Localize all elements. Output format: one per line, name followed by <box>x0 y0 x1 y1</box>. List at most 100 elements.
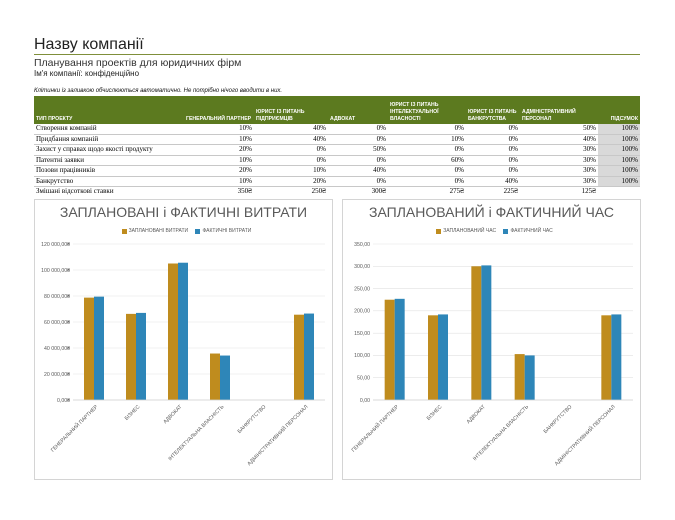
y-tick-label: 80 000,00₴ <box>44 294 70 300</box>
legend-label-actual-cost: ФАКТИЧНІ ВИТРАТИ <box>202 228 252 234</box>
table-row: Позови працівників 20% 10% 40% 0% 0% 30% 100% <box>34 165 640 177</box>
bar-planned <box>514 354 525 400</box>
table-row: Захист у справах щодо якості продукту 20%… <box>34 144 640 156</box>
legend-label-planned-cost: ЗАПЛАНОВАНІ ВИТРАТИ <box>128 228 189 234</box>
percent-cell[interactable]: 50% <box>328 144 388 156</box>
percent-cell[interactable]: 30% <box>520 144 598 156</box>
percent-cell[interactable]: 0% <box>466 124 520 135</box>
project-type-cell[interactable]: Придбання компаній <box>34 134 184 145</box>
percent-cell[interactable]: 60% <box>388 155 466 166</box>
total-cell: 100% <box>598 134 640 145</box>
legend-swatch-planned <box>436 228 442 234</box>
bar-planned <box>471 266 482 400</box>
percent-cell[interactable]: 0% <box>388 176 466 187</box>
x-tick-label: БАНКРУТСТВО <box>237 404 268 435</box>
table-row: Банкрутство 10% 20% 0% 0% 40% 30% 100% <box>34 176 640 187</box>
percent-cell[interactable]: 0% <box>254 155 328 166</box>
bar-planned <box>168 263 178 400</box>
bar-actual <box>178 262 188 400</box>
percent-cell[interactable]: 40% <box>328 165 388 177</box>
percent-cell[interactable]: 0% <box>254 144 328 156</box>
rate-cell[interactable]: 350₴ <box>237 187 252 195</box>
title-rule <box>34 54 640 55</box>
total-cell: 100% <box>598 124 640 135</box>
bar-actual <box>220 355 230 400</box>
rate-cell[interactable]: 300₴ <box>371 187 386 195</box>
col-header-business-lawyer: ЮРИСТ ІЗ ПИТАНЬ ПІДПРИЄМЦІВ <box>254 96 328 124</box>
percent-cell[interactable]: 10% <box>184 155 254 166</box>
cost-chart-plot: 0,00₴ 20 000,00₴ 40 000,00₴ 60 000,00₴ 80 00… <box>41 242 325 467</box>
autocalc-note: Клітинки із заливкою обчислюються автома… <box>34 88 283 94</box>
percent-cell[interactable]: 40% <box>520 134 598 145</box>
x-tick-label: БАНКРУТСТВО <box>543 404 574 435</box>
col-header-total: ПІДСУМОК <box>598 96 640 124</box>
percent-cell[interactable]: 10% <box>388 134 466 145</box>
percent-cell[interactable]: 30% <box>520 155 598 166</box>
percent-cell[interactable]: 40% <box>466 176 520 187</box>
rate-cell[interactable]: 125₴ <box>581 187 596 195</box>
rate-cell[interactable]: 225₴ <box>503 187 518 195</box>
legend-label-actual-time: ФАКТИЧНИЙ ЧАС <box>510 228 553 234</box>
company-label: Ім'я компанії: конфіденційно <box>34 69 140 78</box>
project-allocation-table: ТИП ПРОЕКТУ ГЕНЕРАЛЬНИЙ ПАРТНЕР ЮРИСТ ІЗ… <box>34 96 640 197</box>
percent-cell[interactable]: 0% <box>466 155 520 166</box>
blended-rates-row: Змішані відсоткові ставки 350₴ 250₴ 300₴ 275… <box>34 187 640 197</box>
percent-cell[interactable]: 40% <box>254 134 328 145</box>
y-tick-label: 0,00 <box>360 398 370 404</box>
bar-planned <box>601 315 612 400</box>
cost-chart-title: ЗАПЛАНОВАНІ і ФАКТИЧНІ ВИТРАТИ <box>59 204 308 220</box>
total-cell: 100% <box>598 176 640 187</box>
bar-actual <box>481 265 492 400</box>
y-tick-label: 150,00 <box>354 331 370 337</box>
bar-planned <box>428 315 438 400</box>
project-type-cell[interactable]: Створення компаній <box>34 124 184 135</box>
project-type-cell[interactable]: Банкрутство <box>34 176 184 187</box>
y-tick-label: 50,00 <box>357 376 370 382</box>
bar-planned <box>210 353 220 400</box>
percent-cell[interactable]: 20% <box>254 176 328 187</box>
percent-cell[interactable]: 0% <box>466 134 520 145</box>
x-tick-label: ГЕНЕРАЛЬНИЙ ПАРТНЕР <box>49 402 100 453</box>
percent-cell[interactable]: 0% <box>328 176 388 187</box>
bar-planned <box>126 313 136 400</box>
rate-cell[interactable]: 250₴ <box>311 187 326 195</box>
percent-cell[interactable]: 10% <box>184 176 254 187</box>
rate-cell[interactable]: 275₴ <box>449 187 464 195</box>
percent-cell[interactable]: 0% <box>328 124 388 135</box>
percent-cell[interactable]: 0% <box>388 124 466 135</box>
x-tick-label: ГЕНЕРАЛЬНИЙ ПАРТНЕР <box>349 402 400 453</box>
percent-cell[interactable]: 30% <box>520 165 598 177</box>
percent-cell[interactable]: 40% <box>254 124 328 135</box>
percent-cell[interactable]: 0% <box>388 144 466 156</box>
y-tick-label: 0,00₴ <box>57 398 70 404</box>
project-type-cell[interactable]: Патентні заявки <box>34 155 184 166</box>
percent-cell[interactable]: 30% <box>520 176 598 187</box>
percent-cell[interactable]: 20% <box>184 144 254 156</box>
y-tick-label: 100 000,00₴ <box>41 268 70 274</box>
percent-cell[interactable]: 50% <box>520 124 598 135</box>
x-tick-label: АДВОКАТ <box>466 404 488 426</box>
time-chart-title: ЗАПЛАНОВАНИЙ і ФАКТИЧНИЙ ЧАС <box>369 204 614 220</box>
y-tick-label: 300,00 <box>354 264 370 270</box>
percent-cell[interactable]: 10% <box>184 124 254 135</box>
total-cell: 100% <box>598 155 640 166</box>
percent-cell[interactable]: 10% <box>184 134 254 145</box>
col-header-bankruptcy-lawyer: ЮРИСТ ІЗ ПИТАНЬ БАНКРУТСТВА <box>466 96 520 124</box>
project-type-cell[interactable]: Позови працівників <box>34 165 184 177</box>
percent-cell[interactable]: 0% <box>328 155 388 166</box>
percent-cell[interactable]: 0% <box>328 134 388 145</box>
percent-cell[interactable]: 0% <box>466 144 520 156</box>
percent-cell[interactable]: 10% <box>254 165 328 177</box>
percent-cell[interactable]: 20% <box>184 165 254 177</box>
y-tick-label: 60 000,00₴ <box>44 320 70 326</box>
percent-cell[interactable]: 0% <box>388 165 466 177</box>
bar-actual <box>611 314 622 400</box>
total-cell: 100% <box>598 144 640 156</box>
project-type-cell[interactable]: Захист у справах щодо якості продукту <box>34 144 184 156</box>
col-header-attorney: АДВОКАТ <box>328 96 388 124</box>
cost-chart-legend: ЗАПЛАНОВАНІ ВИТРАТИ ФАКТИЧНІ ВИТРАТИ <box>35 228 332 234</box>
company-name-title: Назву компанії <box>34 36 144 53</box>
percent-cell[interactable]: 0% <box>466 165 520 177</box>
bar-actual <box>394 298 405 400</box>
legend-swatch-actual <box>503 228 509 234</box>
